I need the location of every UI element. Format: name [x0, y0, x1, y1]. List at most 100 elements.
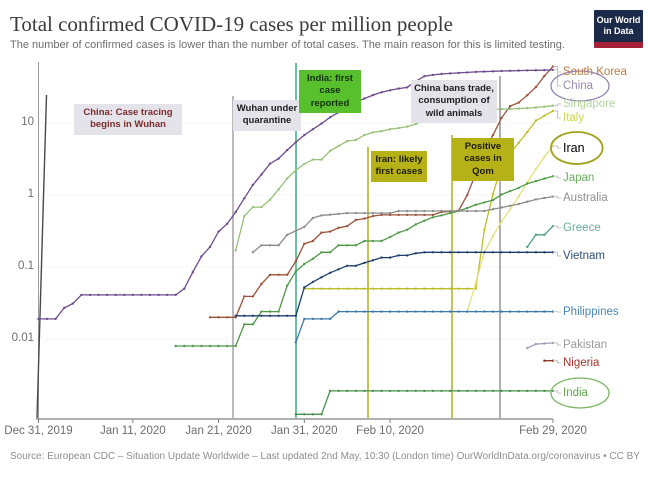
- series-connector-pakistan: [553, 342, 561, 346]
- annotation-iran-first: Iran: likely first cases: [371, 151, 427, 182]
- series-point-japan: [268, 310, 272, 313]
- series-point-singapore: [260, 205, 263, 209]
- y-tick-label: 0.1: [18, 260, 34, 272]
- series-point-philippines: [406, 310, 409, 313]
- series-point-japan: [414, 223, 417, 226]
- y-tick-label: 1: [27, 188, 34, 200]
- series-point-india: [526, 389, 529, 393]
- series-point-australia: [277, 244, 280, 247]
- series-point-vietnam: [543, 251, 546, 254]
- series-label-china: China: [563, 80, 594, 92]
- series-point-singapore: [397, 126, 400, 130]
- series-point-philippines: [431, 310, 435, 313]
- series-point-australia: [423, 209, 426, 213]
- series-point-china: [380, 91, 383, 94]
- series-point-south-korea: [500, 116, 503, 120]
- series-point-china: [303, 133, 306, 137]
- series-point-australia: [431, 209, 435, 213]
- series-point-south-korea: [397, 213, 400, 217]
- series-point-china: [534, 69, 538, 72]
- series-point-south-korea: [363, 217, 366, 220]
- series-point-china: [440, 72, 443, 76]
- series-point-south-korea: [517, 101, 520, 104]
- annotation-india-first: India: first case reported: [299, 70, 361, 114]
- series-point-singapore: [371, 131, 375, 134]
- series-point-singapore: [286, 177, 289, 180]
- series-point-philippines: [397, 310, 400, 313]
- series-point-italy: [320, 287, 323, 290]
- series-point-japan: [260, 310, 263, 313]
- series-point-japan: [234, 344, 237, 348]
- series-point-singapore: [543, 105, 546, 108]
- series-point-philippines: [303, 317, 306, 321]
- series-connector-singapore: [553, 103, 561, 107]
- series-point-italy: [517, 141, 520, 145]
- series-point-vietnam: [311, 280, 315, 284]
- series-point-iran: [491, 234, 495, 238]
- series-point-iran: [543, 155, 546, 158]
- series-point-china: [234, 210, 237, 214]
- series-point-south-korea: [286, 273, 289, 276]
- series-point-south-korea: [388, 213, 392, 217]
- series-point-vietnam: [286, 314, 289, 317]
- series-point-japan: [534, 179, 538, 183]
- series-point-italy: [346, 287, 349, 290]
- series-point-vietnam: [423, 251, 426, 254]
- series-point-india: [371, 389, 375, 393]
- series-point-singapore: [337, 144, 340, 148]
- series-point-china: [140, 293, 143, 297]
- series-point-china: [311, 128, 315, 131]
- series-point-china: [483, 70, 486, 73]
- series-label-singapore: Singapore: [563, 98, 616, 110]
- series-point-vietnam: [380, 256, 383, 259]
- series-point-india: [337, 389, 340, 393]
- series-point-japan: [337, 244, 340, 247]
- series-point-italy: [354, 287, 357, 290]
- series-label-australia: Australia: [563, 192, 608, 204]
- series-point-china: [286, 148, 289, 152]
- series-point-south-korea: [371, 214, 375, 218]
- series-point-china: [157, 293, 160, 297]
- series-point-south-korea: [320, 231, 323, 234]
- series-point-japan: [183, 344, 186, 348]
- series-point-japan: [397, 231, 400, 234]
- series-point-australia: [414, 209, 417, 213]
- owid-logo-line2: in Data: [603, 26, 634, 36]
- source-link[interactable]: OurWorldInData.org/coronavirus: [456, 451, 601, 462]
- series-point-japan: [466, 206, 469, 210]
- series-point-greece: [543, 233, 546, 236]
- series-point-vietnam: [328, 271, 332, 274]
- series-point-japan: [526, 182, 529, 185]
- series-point-philippines: [517, 310, 520, 313]
- series-point-south-korea: [508, 105, 512, 108]
- series-point-italy: [406, 287, 409, 290]
- series-point-australia: [397, 209, 400, 213]
- series-label-italy: Italy: [563, 112, 585, 124]
- x-tick-label: Jan 31, 2020: [271, 425, 338, 437]
- series-point-china: [88, 293, 92, 297]
- series-point-japan: [303, 262, 306, 266]
- series-point-china: [268, 162, 272, 165]
- series-point-vietnam: [508, 251, 512, 254]
- series-point-china: [517, 69, 520, 72]
- series-point-south-korea: [277, 273, 280, 276]
- series-point-japan: [491, 198, 495, 202]
- series-point-china: [131, 293, 134, 297]
- series-point-south-korea: [311, 239, 315, 243]
- series-point-philippines: [363, 310, 366, 313]
- series-point-vietnam: [234, 314, 237, 317]
- series-label-south-korea: South Korea: [563, 66, 627, 78]
- series-point-australia: [286, 233, 289, 236]
- series-point-south-korea: [251, 295, 255, 298]
- series-point-italy: [457, 287, 460, 290]
- series-point-pakistan: [534, 342, 538, 346]
- series-point-china: [226, 222, 229, 225]
- series-point-philippines: [483, 310, 486, 313]
- series-point-china: [243, 197, 246, 200]
- series-label-philippines: Philippines: [563, 306, 619, 318]
- series-point-south-korea: [534, 85, 538, 89]
- series-point-china: [328, 116, 332, 119]
- series-point-japan: [423, 219, 426, 222]
- series-point-philippines: [534, 310, 538, 313]
- series-point-singapore: [388, 128, 392, 131]
